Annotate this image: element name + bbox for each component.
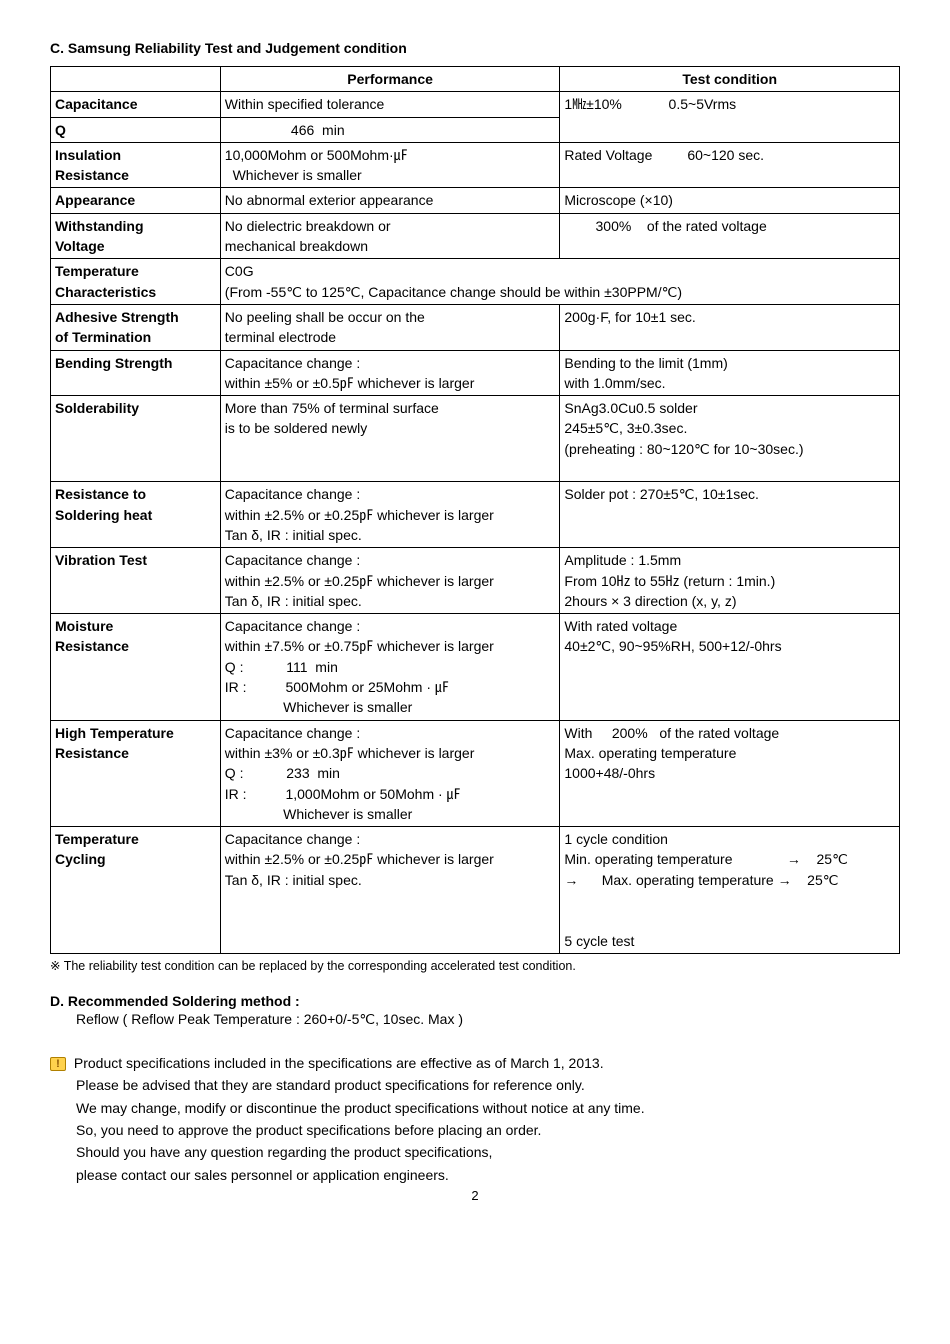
notice-line-1: Please be advised that they are standard… [76,1074,900,1096]
perf-test-span-cell: C0G(From -55℃ to 125℃, Capacitance chang… [220,259,899,305]
performance-cell: No peeling shall be occur on theterminal… [220,304,560,350]
table-row: TemperatureCycling Capacitance change :w… [51,827,900,954]
table-row: InsulationResistance10,000Mohm or 500Moh… [51,142,900,188]
table-row: TemperatureCharacteristicsC0G(From -55℃ … [51,259,900,305]
test-condition-cell: 200g·F, for 10±1 sec. [560,304,900,350]
performance-cell: More than 75% of terminal surfaceis to b… [220,396,560,482]
section-d-sub: Reflow ( Reflow Peak Temperature : 260+0… [76,1011,900,1028]
table-row: Solderability More than 75% of terminal … [51,396,900,482]
table-row: High TemperatureResistance Capacitance c… [51,720,900,826]
section-d-title: D. Recommended Soldering method : [50,993,900,1009]
table-row: WithstandingVoltageNo dielectric breakdo… [51,213,900,259]
param-cell: Appearance [51,188,221,213]
page-number: 2 [50,1188,900,1203]
warning-icon: ! [50,1057,66,1071]
table-row: Adhesive Strengthof TerminationNo peelin… [51,304,900,350]
param-cell: WithstandingVoltage [51,213,221,259]
test-condition-cell: Amplitude : 1.5mmFrom 10㎐ to 55㎐ (return… [560,548,900,614]
notice-line-4: Should you have any question regarding t… [76,1141,900,1163]
notice-line-2: We may change, modify or discontinue the… [76,1097,900,1119]
table-row: CapacitanceWithin specified tolerance1㎒±… [51,92,900,117]
header-performance: Performance [220,67,560,92]
notice-line-0: Product specifications included in the s… [74,1055,604,1071]
test-condition-cell: Solder pot : 270±5℃, 10±1sec. [560,482,900,548]
test-condition-cell: With 200% of the rated voltageMax. opera… [560,720,900,826]
performance-cell: Capacitance change :within ±5% or ±0.5㎊ … [220,350,560,396]
test-condition-cell: 300% of the rated voltage [560,213,900,259]
notice-line-3: So, you need to approve the product spec… [76,1119,900,1141]
param-cell: Adhesive Strengthof Termination [51,304,221,350]
test-condition-cell: 1 cycle conditionMin. operating temperat… [560,827,900,954]
performance-cell: Capacitance change :within ±2.5% or ±0.2… [220,482,560,548]
performance-cell: No dielectric breakdown ormechanical bre… [220,213,560,259]
test-condition-cell: Microscope (×10) [560,188,900,213]
performance-cell: Capacitance change :within ±2.5% or ±0.2… [220,548,560,614]
test-condition-cell: Bending to the limit (1mm) with 1.0mm/se… [560,350,900,396]
footnote: ※ The reliability test condition can be … [50,958,900,973]
param-cell: Resistance toSoldering heat [51,482,221,548]
performance-cell: 466 min [220,117,560,142]
param-cell: Capacitance [51,92,221,117]
performance-cell: Capacitance change :within ±2.5% or ±0.2… [220,827,560,954]
table-row: MoistureResistance Capacitance change :w… [51,614,900,720]
notice-line-5: please contact our sales personnel or ap… [76,1164,900,1186]
test-condition-cell: SnAg3.0Cu0.5 solder245±5℃, 3±0.3sec.(pre… [560,396,900,482]
reliability-table: Performance Test condition CapacitanceWi… [50,66,900,954]
section-c-title: C. Samsung Reliability Test and Judgemen… [50,40,900,56]
table-row: Vibration Test Capacitance change :withi… [51,548,900,614]
param-cell: Vibration Test [51,548,221,614]
notice-block: ! Product specifications included in the… [50,1052,900,1186]
param-cell: MoistureResistance [51,614,221,720]
performance-cell: Capacitance change :within ±7.5% or ±0.7… [220,614,560,720]
table-row: AppearanceNo abnormal exterior appearanc… [51,188,900,213]
param-cell: InsulationResistance [51,142,221,188]
test-condition-cell: 1㎒±10% 0.5~5Vrms [560,92,900,143]
header-test-condition: Test condition [560,67,900,92]
test-condition-cell: With rated voltage40±2℃, 90~95%RH, 500+1… [560,614,900,720]
performance-cell: No abnormal exterior appearance [220,188,560,213]
param-cell: Bending Strength [51,350,221,396]
test-condition-cell: Rated Voltage 60~120 sec. [560,142,900,188]
performance-cell: 10,000Mohm or 500Mohm·㎌ Whichever is sma… [220,142,560,188]
param-cell: TemperatureCycling [51,827,221,954]
table-row: Resistance toSoldering heat Capacitance … [51,482,900,548]
param-cell: Solderability [51,396,221,482]
param-cell: High TemperatureResistance [51,720,221,826]
performance-cell: Capacitance change :within ±3% or ±0.3㎊ … [220,720,560,826]
param-cell: TemperatureCharacteristics [51,259,221,305]
performance-cell: Within specified tolerance [220,92,560,117]
param-cell: Q [51,117,221,142]
table-row: Bending Strength Capacitance change :wit… [51,350,900,396]
header-param [51,67,221,92]
